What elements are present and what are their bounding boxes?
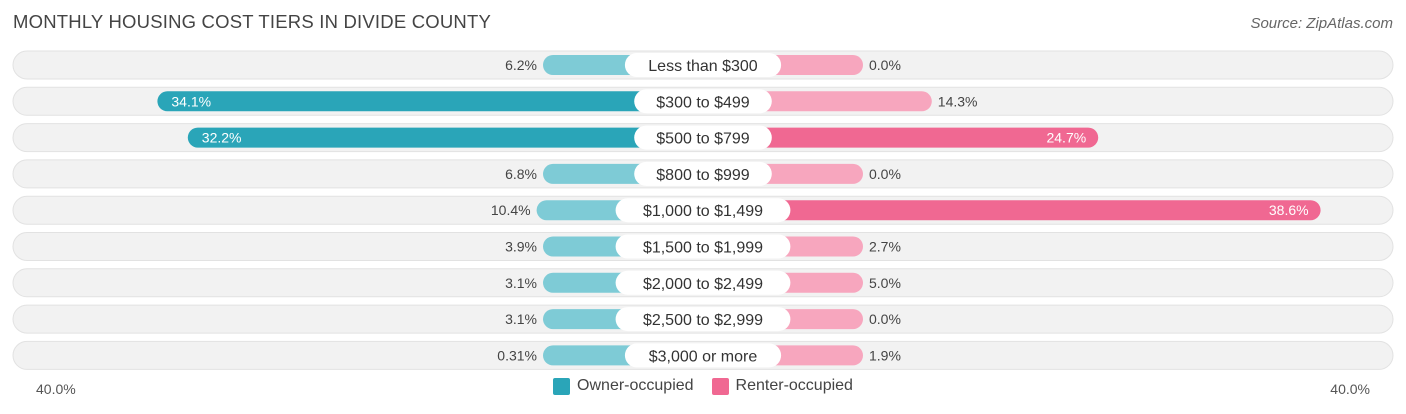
category-label: Less than $300 [648, 58, 758, 75]
owner-value-label: 34.1% [171, 93, 211, 109]
renter-value-label: 0.0% [869, 166, 901, 182]
category-label: $800 to $999 [656, 167, 750, 184]
renter-value-label: 38.6% [1269, 202, 1309, 218]
category-label-bg [634, 125, 772, 150]
legend: Owner-occupied Renter-occupied [0, 377, 1406, 395]
category-label-bg [615, 198, 791, 223]
owner-value-label: 3.9% [505, 239, 537, 255]
renter-value-label: 0.0% [869, 57, 901, 73]
owner-value-label: 6.2% [505, 57, 537, 73]
legend-swatch-renter [711, 377, 729, 395]
legend-item-renter: Renter-occupied [711, 377, 853, 395]
category-label-bg [615, 270, 791, 295]
category-label-bg [615, 234, 791, 259]
legend-label-renter: Renter-occupied [735, 377, 853, 394]
category-label: $2,500 to $2,999 [643, 312, 763, 329]
axis-right-label: 40.0% [1330, 381, 1370, 397]
owner-value-label: 3.1% [505, 311, 537, 327]
legend-item-owner: Owner-occupied [553, 377, 694, 395]
category-label-bg [624, 343, 782, 368]
category-label: $2,000 to $2,499 [643, 276, 763, 293]
legend-swatch-owner [553, 377, 571, 395]
axis-left-label: 40.0% [36, 381, 76, 397]
owner-bar [187, 127, 704, 148]
legend-label-owner: Owner-occupied [577, 377, 694, 394]
category-label: $1,000 to $1,499 [643, 203, 763, 220]
category-label-bg [624, 53, 782, 77]
category-label: $1,500 to $1,999 [643, 240, 763, 257]
owner-value-label: 10.4% [491, 202, 531, 218]
renter-value-label: 24.7% [1046, 130, 1086, 146]
renter-value-label: 2.7% [869, 239, 901, 255]
category-label-bg [615, 307, 791, 332]
renter-value-label: 14.3% [938, 93, 978, 109]
owner-value-label: 6.8% [505, 166, 537, 182]
chart-title: MONTHLY HOUSING COST TIERS IN DIVIDE COU… [13, 11, 492, 32]
owner-bar [157, 91, 703, 112]
owner-value-label: 32.2% [202, 130, 242, 146]
renter-value-label: 1.9% [869, 347, 901, 363]
renter-value-label: 0.0% [869, 311, 901, 327]
category-label: $500 to $799 [656, 131, 750, 148]
renter-bar [703, 127, 1099, 148]
category-label-bg [634, 89, 772, 114]
category-label-bg [634, 161, 772, 186]
category-label: $300 to $499 [656, 94, 750, 111]
renter-bar [703, 200, 1321, 221]
owner-value-label: 3.1% [505, 275, 537, 291]
category-label: $3,000 or more [649, 348, 758, 365]
renter-value-label: 5.0% [869, 275, 901, 291]
owner-value-label: 0.31% [497, 347, 537, 363]
source-label: Source: ZipAtlas.com [1250, 15, 1393, 32]
